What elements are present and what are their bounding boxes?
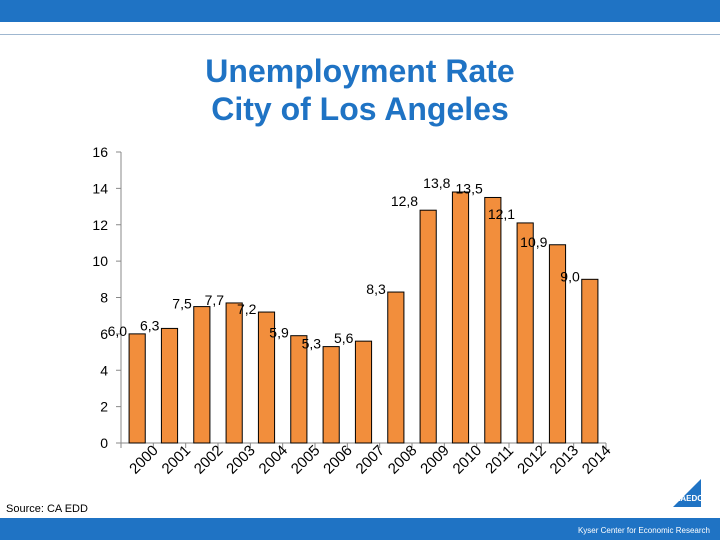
footer-credit: Kyser Center for Economic Research <box>577 526 710 535</box>
bar <box>516 222 534 444</box>
bar <box>419 209 437 444</box>
data-label: 7,5 <box>172 296 192 312</box>
y-tick-label: 8 <box>100 290 108 306</box>
x-tick-label: 2006 <box>320 442 356 478</box>
y-tick-label: 14 <box>92 180 108 196</box>
bottom-banner <box>0 518 720 540</box>
bar <box>484 196 502 444</box>
y-tick-label: 16 <box>92 144 108 160</box>
x-tick-label: 2012 <box>514 442 550 478</box>
x-tick-label: 2001 <box>159 442 195 478</box>
data-label: 7,2 <box>237 301 257 317</box>
data-label: 7,7 <box>205 292 225 308</box>
data-label: 9,0 <box>560 268 580 284</box>
bar <box>387 291 405 444</box>
header-divider <box>0 34 720 35</box>
bar <box>451 191 470 444</box>
bar <box>160 327 179 444</box>
y-tick-label: 4 <box>100 362 108 378</box>
bar <box>128 333 146 444</box>
bar <box>581 278 599 444</box>
logo-text: LAEDC <box>675 494 703 503</box>
data-label: 13,8 <box>423 175 450 191</box>
bar <box>290 335 308 444</box>
title-line-1: Unemployment Rate <box>205 53 515 89</box>
bar <box>225 302 243 444</box>
bar <box>193 306 211 444</box>
x-tick-label: 2013 <box>547 442 583 478</box>
x-tick-label: 2011 <box>482 442 517 477</box>
x-tick-label: 2014 <box>579 442 615 478</box>
x-tick-label: 2004 <box>256 442 292 478</box>
laedc-logo: LAEDC <box>673 479 703 507</box>
x-tick-label: 2005 <box>288 442 324 478</box>
x-tick-label: 2008 <box>385 442 421 478</box>
x-tick-label: 2007 <box>353 442 389 478</box>
data-label: 5,3 <box>302 336 322 352</box>
data-label: 12,1 <box>488 206 515 222</box>
data-label: 6,3 <box>140 317 160 333</box>
data-label: 5,9 <box>269 325 289 341</box>
data-label: 5,6 <box>334 330 354 346</box>
data-label: 13,5 <box>456 180 483 196</box>
data-label: 12,8 <box>391 193 418 209</box>
source-note: Source: CA EDD <box>6 503 88 515</box>
bar <box>257 311 276 444</box>
bar <box>548 244 567 444</box>
title-line-2: City of Los Angeles <box>211 91 509 127</box>
y-tick-label: 10 <box>92 253 108 269</box>
data-label: 8,3 <box>366 281 386 297</box>
x-tick-label: 2003 <box>223 442 259 478</box>
x-tick-label: 2010 <box>450 442 486 478</box>
chart-title: Unemployment Rate City of Los Angeles <box>0 52 720 128</box>
data-label: 10,9 <box>520 234 547 250</box>
x-tick-label: 2000 <box>126 442 162 478</box>
x-tick-label: 2009 <box>417 442 453 478</box>
top-banner <box>0 0 720 22</box>
y-tick-label: 12 <box>92 217 108 233</box>
x-tick-label: 2002 <box>191 442 227 478</box>
y-tick-label: 0 <box>100 435 108 451</box>
y-tick-label: 2 <box>100 399 108 415</box>
y-tick-label: 6 <box>100 326 108 342</box>
bar <box>322 346 340 444</box>
bar <box>354 340 373 444</box>
data-label: 6,0 <box>108 323 128 339</box>
